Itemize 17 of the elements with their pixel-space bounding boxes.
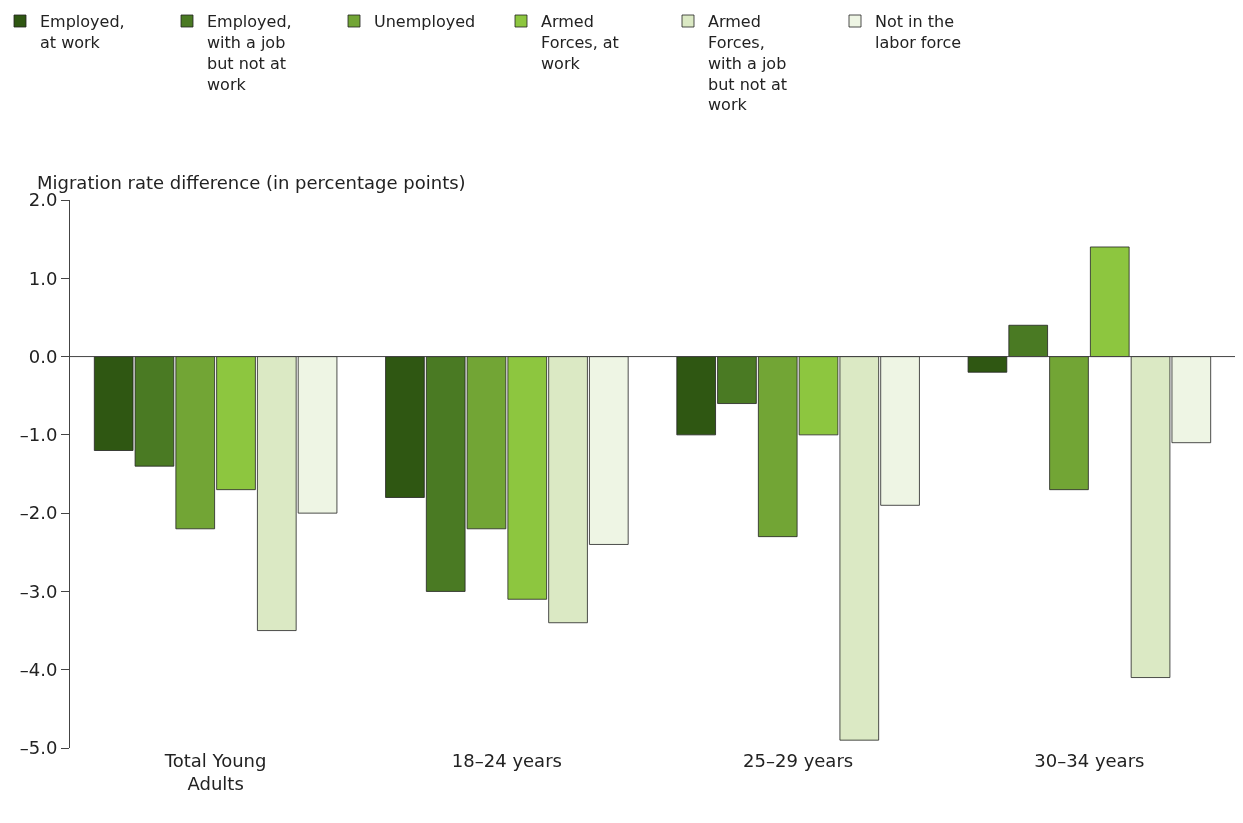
legend-label: Employed, at work (40, 12, 125, 53)
x-tick-label: 18–24 years (451, 750, 562, 771)
x-tick-label: Total Young Adults (163, 750, 267, 795)
y-tick-label: –1.0 (19, 424, 58, 446)
y-tick-label: –2.0 (19, 502, 58, 524)
y-tick-label: –3.0 (19, 580, 58, 602)
legend-label: Employed, with a job but not at work (207, 12, 292, 94)
y-tick-label: –4.0 (19, 659, 58, 681)
y-tick-label: 1.0 (28, 267, 58, 289)
legend-label: Armed Forces, at work (541, 12, 619, 73)
x-tick-label: 30–34 years (1034, 750, 1145, 771)
legend-label: Unemployed (374, 12, 476, 32)
y-tick-label: –5.0 (19, 737, 58, 759)
x-tick-label: 25–29 years (743, 750, 854, 771)
legend-label: Not in the labor force (875, 12, 962, 53)
legend-label: Armed Forces, with a job but not at work (708, 12, 788, 115)
y-tick-label: 0.0 (28, 345, 58, 367)
